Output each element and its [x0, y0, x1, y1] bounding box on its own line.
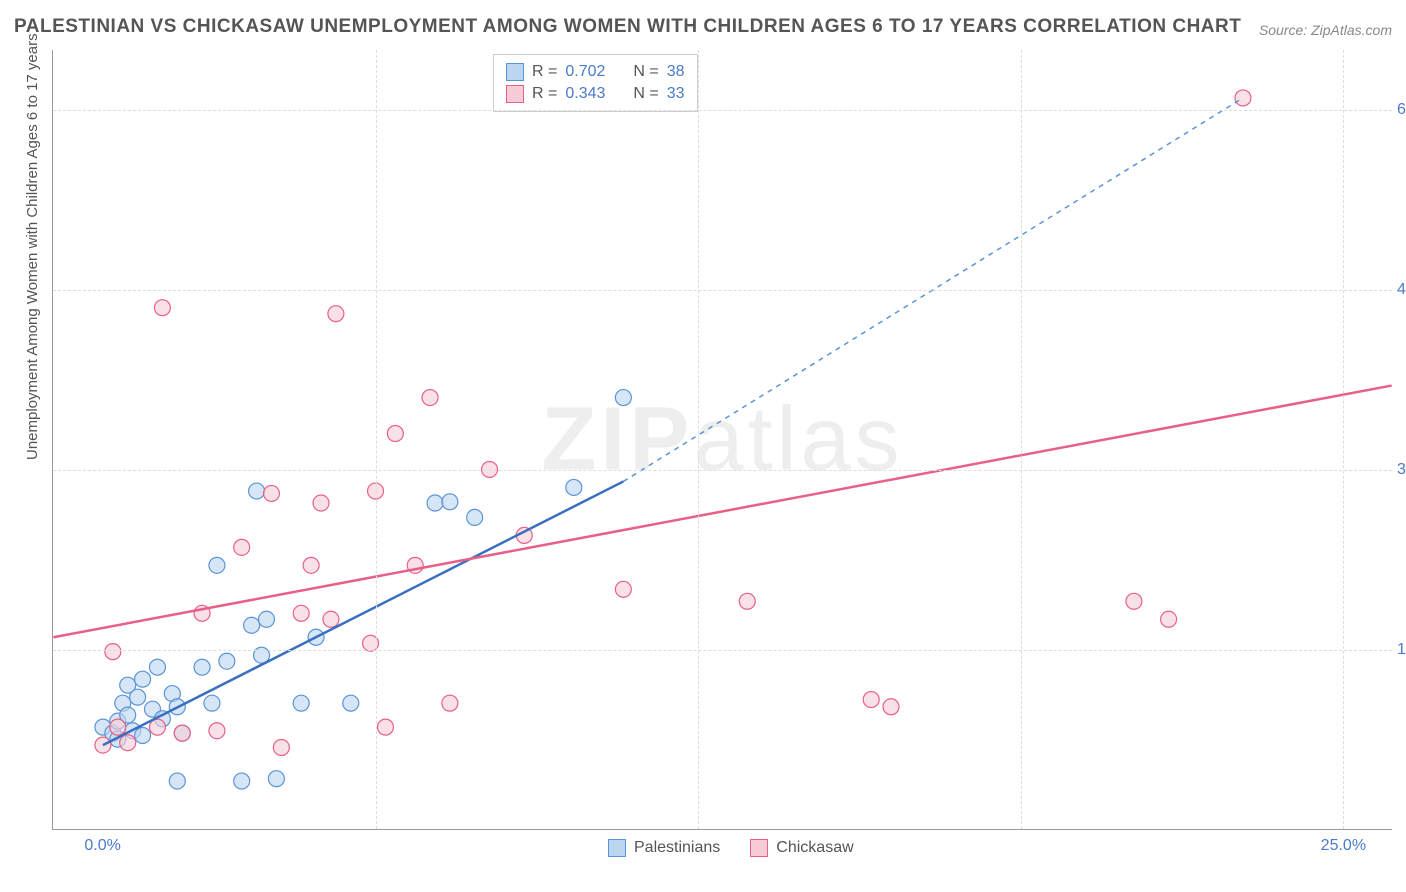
scatter-point	[234, 773, 250, 789]
legend-series: Palestinians Chickasaw	[608, 839, 854, 857]
xtick-label: 25.0%	[1321, 837, 1366, 855]
scatter-point	[120, 735, 136, 751]
scatter-point	[110, 719, 126, 735]
gridline-v	[698, 50, 699, 829]
scatter-plot-svg	[53, 50, 1392, 829]
scatter-point	[1126, 593, 1142, 609]
plot-area: ZIPatlas R = 0.702 N = 38 R = 0.343 N = …	[52, 50, 1392, 830]
scatter-point	[883, 699, 899, 715]
legend-n-value: 33	[667, 85, 685, 103]
legend-series-item: Palestinians	[608, 839, 720, 857]
scatter-point	[263, 485, 279, 501]
scatter-point	[130, 689, 146, 705]
gridline-h	[53, 290, 1392, 291]
scatter-point	[427, 495, 443, 511]
ytick-label: 15.0%	[1397, 641, 1406, 659]
scatter-point	[169, 773, 185, 789]
legend-r-value: 0.702	[565, 63, 605, 81]
scatter-point	[268, 771, 284, 787]
legend-swatch	[506, 63, 524, 81]
gridline-v	[376, 50, 377, 829]
ytick-label: 45.0%	[1397, 281, 1406, 299]
legend-r-label: R =	[532, 63, 557, 81]
scatter-point	[442, 695, 458, 711]
legend-stat-row: R = 0.343 N = 33	[506, 83, 685, 105]
scatter-point	[422, 390, 438, 406]
legend-n-label: N =	[633, 85, 658, 103]
scatter-point	[303, 557, 319, 573]
scatter-point	[343, 695, 359, 711]
scatter-point	[154, 300, 170, 316]
legend-swatch	[506, 85, 524, 103]
scatter-point	[234, 539, 250, 555]
gridline-h	[53, 470, 1392, 471]
scatter-point	[377, 719, 393, 735]
scatter-point	[293, 605, 309, 621]
scatter-point	[135, 671, 151, 687]
legend-series-label: Palestinians	[634, 839, 720, 857]
scatter-point	[739, 593, 755, 609]
scatter-point	[259, 611, 275, 627]
scatter-point	[273, 740, 289, 756]
gridline-v	[1343, 50, 1344, 829]
scatter-point	[615, 390, 631, 406]
trend-line	[53, 386, 1391, 638]
legend-n-label: N =	[633, 63, 658, 81]
scatter-point	[244, 617, 260, 633]
scatter-point	[387, 426, 403, 442]
scatter-point	[442, 494, 458, 510]
legend-series-item: Chickasaw	[750, 839, 853, 857]
gridline-v	[1021, 50, 1022, 829]
scatter-point	[204, 695, 220, 711]
scatter-point	[135, 728, 151, 744]
ytick-label: 60.0%	[1397, 101, 1406, 119]
scatter-point	[219, 653, 235, 669]
legend-stats: R = 0.702 N = 38 R = 0.343 N = 33	[493, 54, 698, 112]
ytick-label: 30.0%	[1397, 461, 1406, 479]
scatter-point	[1161, 611, 1177, 627]
scatter-point	[328, 306, 344, 322]
scatter-point	[467, 509, 483, 525]
legend-swatch	[608, 839, 626, 857]
scatter-point	[323, 611, 339, 627]
scatter-point	[293, 695, 309, 711]
scatter-point	[615, 581, 631, 597]
chart-container: PALESTINIAN VS CHICKASAW UNEMPLOYMENT AM…	[0, 0, 1406, 892]
scatter-point	[194, 659, 210, 675]
scatter-point	[566, 479, 582, 495]
scatter-point	[249, 483, 265, 499]
gridline-h	[53, 110, 1392, 111]
legend-stat-row: R = 0.702 N = 38	[506, 61, 685, 83]
legend-swatch	[750, 839, 768, 857]
scatter-point	[209, 723, 225, 739]
legend-r-value: 0.343	[565, 85, 605, 103]
scatter-point	[863, 692, 879, 708]
y-axis-label: Unemployment Among Women with Children A…	[24, 33, 41, 460]
legend-n-value: 38	[667, 63, 685, 81]
legend-r-label: R =	[532, 85, 557, 103]
legend-series-label: Chickasaw	[776, 839, 853, 857]
scatter-point	[149, 659, 165, 675]
source-attribution: Source: ZipAtlas.com	[1259, 22, 1392, 38]
scatter-point	[209, 557, 225, 573]
scatter-point	[105, 644, 121, 660]
scatter-point	[313, 495, 329, 511]
scatter-point	[174, 725, 190, 741]
gridline-h	[53, 650, 1392, 651]
scatter-point	[95, 737, 111, 753]
chart-title: PALESTINIAN VS CHICKASAW UNEMPLOYMENT AM…	[14, 16, 1241, 38]
xtick-label: 0.0%	[84, 837, 120, 855]
